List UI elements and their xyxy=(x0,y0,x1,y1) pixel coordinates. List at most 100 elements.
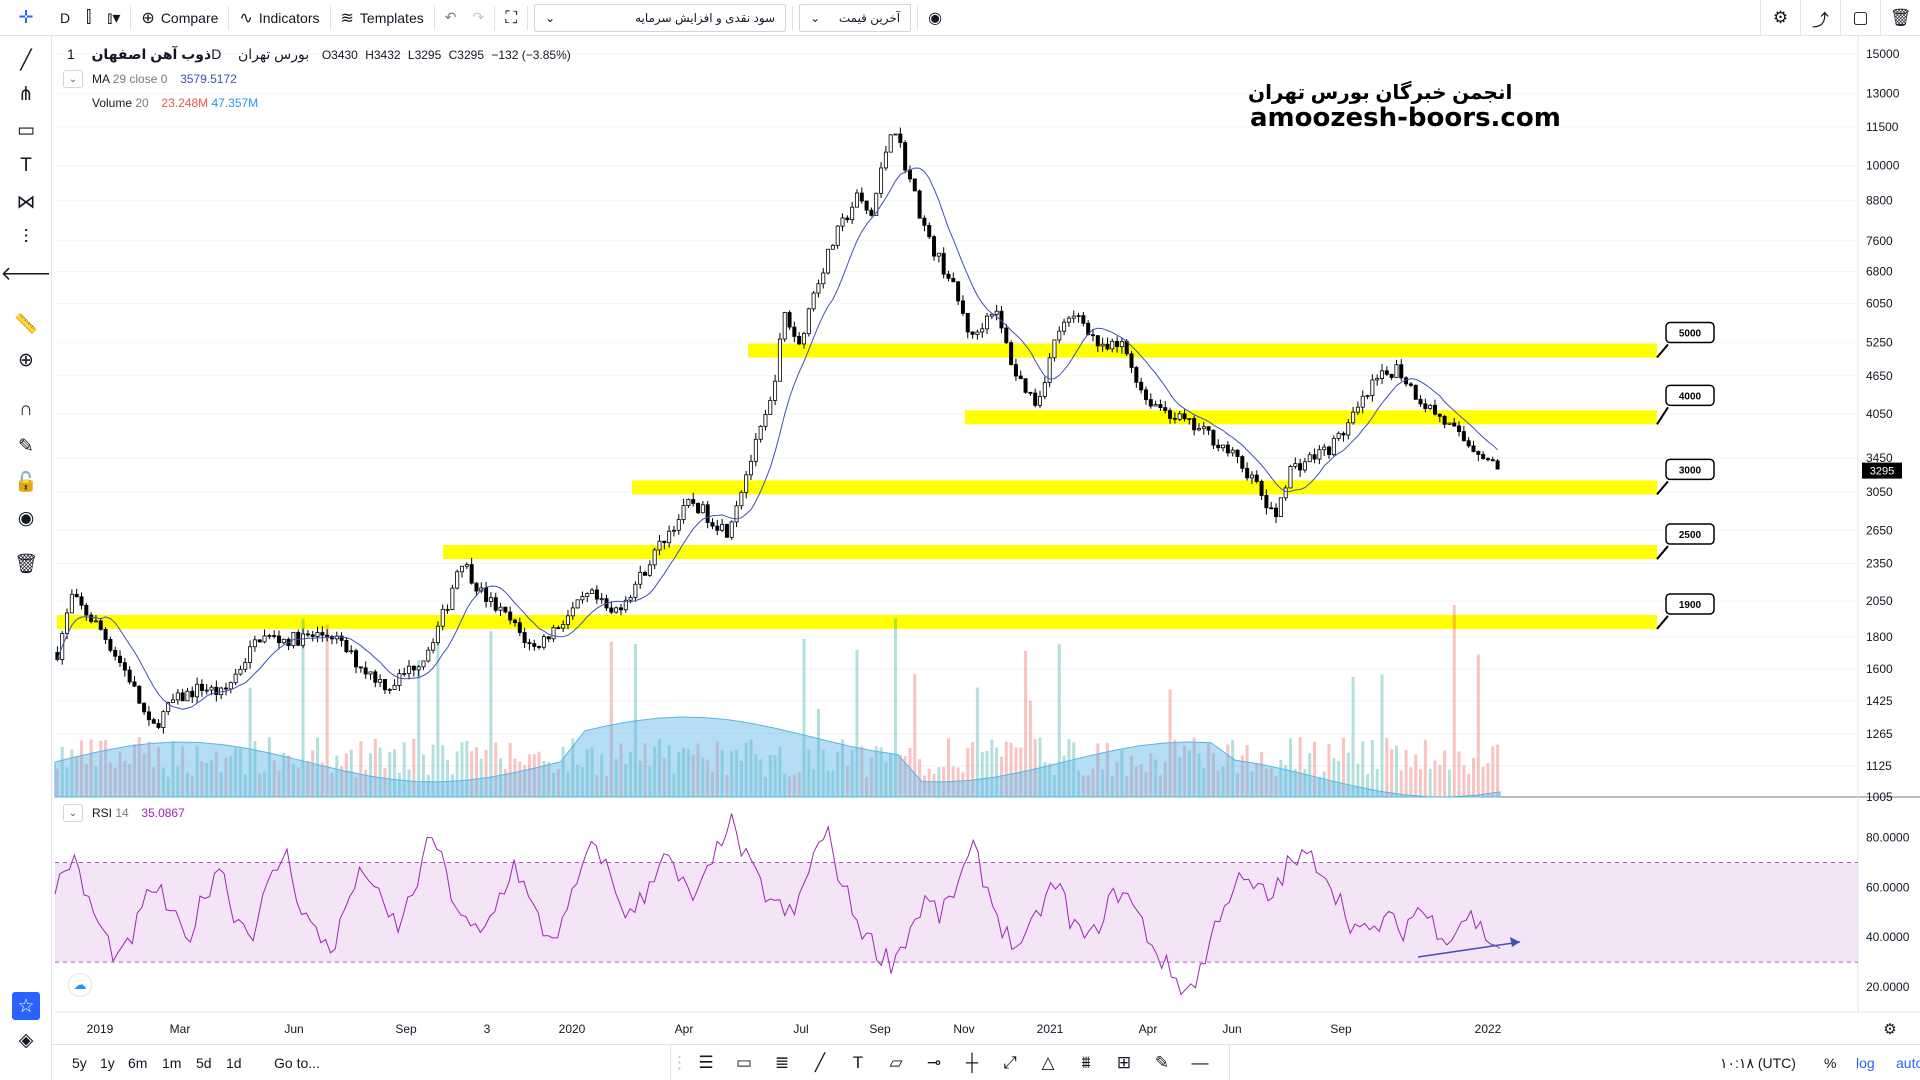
support-zone-5000 xyxy=(748,343,1657,358)
trash-icon[interactable]: 🗑 xyxy=(1880,0,1920,36)
brush-icon[interactable]: ✎ xyxy=(1154,1053,1170,1072)
indicators-button[interactable]: ∿ Indicators xyxy=(231,0,327,36)
crosshair-icon[interactable]: ✛ xyxy=(18,7,34,27)
candle-body xyxy=(1163,407,1168,412)
candle-body xyxy=(1134,367,1139,383)
trend-line-icon[interactable]: ╱ xyxy=(20,49,32,71)
drag-handle-icon[interactable]: ⋮ xyxy=(671,1053,688,1072)
goto-button[interactable]: Go to... xyxy=(274,1055,320,1071)
chart-type-bars-icon[interactable]: ⫾▾ xyxy=(107,9,121,27)
volume-bar xyxy=(918,759,922,797)
volume-bar xyxy=(267,737,271,797)
candle-body xyxy=(387,689,392,691)
trend-line-icon[interactable]: ╱ xyxy=(814,1053,826,1072)
triangle-icon[interactable]: △ xyxy=(1041,1053,1055,1072)
symbol-name[interactable]: ذوب آهن اصفهان xyxy=(91,46,212,62)
candle-body xyxy=(310,634,315,637)
log-scale-button[interactable]: log xyxy=(1856,1055,1875,1071)
ruler-icon[interactable]: 📏 xyxy=(14,314,38,335)
compare-button[interactable]: ⊕ Compare xyxy=(133,0,226,36)
volume-bar xyxy=(320,762,324,797)
text-icon[interactable]: T xyxy=(852,1053,864,1072)
fullscreen-icon[interactable]: ⛶ xyxy=(505,7,518,27)
ray-icon[interactable]: ⤢ xyxy=(1003,1053,1017,1072)
lock-drawing-icon[interactable]: ✎ xyxy=(18,435,34,457)
candle-body xyxy=(291,631,296,647)
redo-icon[interactable]: ↷ xyxy=(472,9,485,25)
rsi-arrow-head xyxy=(1510,937,1520,947)
gear-icon[interactable]: ⚙ xyxy=(1760,0,1800,36)
price-tick-label: 6800 xyxy=(1866,264,1893,278)
volume-bar xyxy=(1390,749,1394,797)
candle-body xyxy=(354,650,359,668)
candle-body xyxy=(228,682,233,690)
prediction-icon[interactable]: ⫶ xyxy=(23,227,29,248)
collapse-rsi-legend-button[interactable]: ⌄ xyxy=(63,804,83,822)
auto-scale-button[interactable]: auto xyxy=(1896,1055,1920,1071)
cross-line-icon[interactable]: ┼ xyxy=(965,1053,979,1072)
price-source-select[interactable]: ⌄ آخرین قیمت xyxy=(799,3,912,32)
range-1d-button[interactable]: 1d xyxy=(226,1055,242,1071)
candle-body xyxy=(113,650,118,657)
layers-icon[interactable]: ◈ xyxy=(18,1029,34,1051)
range-1m-button[interactable]: 1m xyxy=(162,1055,182,1071)
fib-icon[interactable]: ≣ xyxy=(774,1053,790,1072)
axis-settings-icon[interactable]: ⚙ xyxy=(1883,1021,1896,1038)
lock-icon[interactable]: 🔓 xyxy=(14,472,38,493)
templates-button[interactable]: ≋ Templates xyxy=(333,0,432,36)
range-6m-button[interactable]: 6m xyxy=(128,1055,148,1071)
undo-icon[interactable]: ↶ xyxy=(444,9,457,25)
candle-body xyxy=(276,635,281,644)
fib-channel-icon[interactable]: ⩩ xyxy=(1081,1053,1091,1072)
rsi-legend[interactable]: RSI 14 35.0867 xyxy=(92,806,185,820)
eye-icon[interactable]: ◉ xyxy=(928,9,943,27)
range-5d-button[interactable]: 5d xyxy=(196,1055,212,1071)
pitchfork-icon[interactable]: ⋔ xyxy=(18,83,34,105)
trash-icon[interactable]: 🗑 xyxy=(13,554,39,575)
eye-icon[interactable]: ◉ xyxy=(17,507,35,529)
candle-body xyxy=(1004,327,1009,344)
candle-body xyxy=(864,200,869,211)
horizontal-ray-icon[interactable]: ⊸ xyxy=(926,1053,942,1072)
horizontal-line-icon[interactable]: — xyxy=(1191,1053,1209,1072)
adjustment-select[interactable]: ⌄ سود نقدی و افزایش سرمایه xyxy=(534,3,787,32)
cloud-icon[interactable]: ☁ xyxy=(68,973,92,997)
text-icon[interactable]: T xyxy=(20,155,32,176)
horizontal-lines-icon[interactable]: ☰ xyxy=(698,1053,714,1072)
ma-legend[interactable]: MA 29 close 0 3579.5172 xyxy=(92,72,237,86)
callout-icon[interactable]: ▱ xyxy=(889,1053,903,1072)
volume-bar xyxy=(903,755,907,797)
collapse-legend-button[interactable]: ⌄ xyxy=(63,70,83,88)
rectangle-icon[interactable]: ▭ xyxy=(735,1053,753,1072)
back-arrow-icon[interactable]: 🡐 xyxy=(0,264,52,285)
candle-body xyxy=(1023,378,1028,393)
volume-bar xyxy=(1351,676,1355,797)
candle-body xyxy=(768,400,773,415)
volume-ma-value: 47.357M xyxy=(211,96,259,110)
volume-bar xyxy=(884,762,888,797)
candle-body xyxy=(69,593,74,614)
volume-bar xyxy=(677,751,681,797)
chart-type-candles-icon[interactable]: ⫿ xyxy=(86,8,92,26)
grid-icon[interactable]: ⊞ xyxy=(1116,1053,1132,1072)
candle-body xyxy=(127,669,132,683)
candle-body xyxy=(209,686,214,691)
share-icon[interactable]: ⤴ xyxy=(1800,0,1840,36)
rectangle-icon[interactable]: ▭ xyxy=(17,119,35,141)
interval-button[interactable]: D xyxy=(52,0,78,36)
volume-legend[interactable]: Volume 20 23.248M 47.357M xyxy=(92,96,258,110)
pattern-icon[interactable]: ⋈ xyxy=(16,191,36,213)
magnet-icon[interactable]: ∩ xyxy=(19,399,33,420)
range-5y-button[interactable]: 5y xyxy=(72,1055,87,1071)
timezone-label[interactable]: ۱۰:۱۸ (UTC) xyxy=(1720,1055,1796,1071)
candle-body xyxy=(435,625,440,644)
candle-body xyxy=(850,206,855,221)
candle-body xyxy=(79,596,84,606)
favorites-star-icon[interactable]: ☆ xyxy=(12,992,40,1020)
percent-scale-button[interactable]: % xyxy=(1824,1055,1837,1071)
volume-bar xyxy=(75,756,79,797)
range-1y-button[interactable]: 1y xyxy=(100,1055,115,1071)
snapshot-icon[interactable]: ▢ xyxy=(1840,0,1880,36)
zoom-in-icon[interactable]: ⊕ xyxy=(18,349,34,371)
